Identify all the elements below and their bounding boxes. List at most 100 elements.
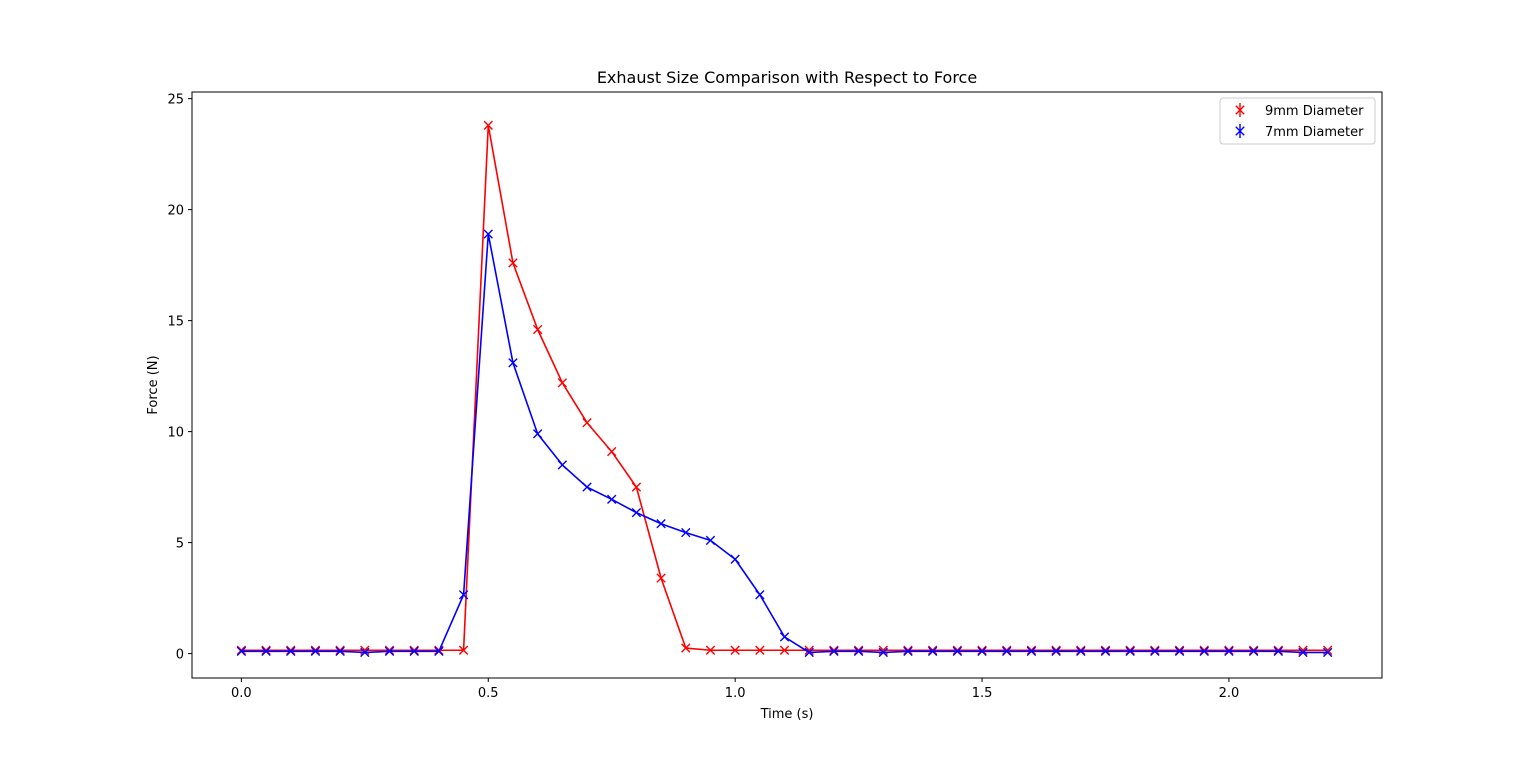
data-point-marker: [607, 494, 617, 505]
data-point-marker: [236, 645, 247, 655]
data-point-marker: [286, 645, 296, 655]
data-point-marker: [335, 646, 345, 657]
data-point-marker: [384, 645, 395, 655]
x-tick-label: 0.5: [478, 686, 499, 701]
y-axis-ticks: 0 5 10 15 20 25: [167, 93, 192, 663]
data-point-marker: [853, 645, 864, 655]
data-point-marker: [878, 647, 888, 658]
legend-x-mark: [1235, 126, 1245, 136]
data-point-marker: [508, 258, 518, 268]
axes-frame: [191, 91, 1383, 679]
data-point-marker: [1125, 645, 1135, 655]
data-point-marker: [483, 229, 493, 239]
legend-item-9mm: 9mm Diameter: [1235, 103, 1364, 119]
data-point-marker: [286, 646, 296, 657]
data-point-marker: [310, 645, 321, 655]
data-point-marker: [1273, 645, 1284, 655]
legend-label: 9mm Diameter: [1265, 104, 1364, 119]
data-point-marker: [705, 645, 716, 655]
legend-item-7mm: 7mm Diameter: [1235, 124, 1364, 140]
data-point-marker: [656, 519, 666, 529]
data-point-marker: [952, 646, 963, 657]
x-axis-label: Time (s): [760, 707, 814, 722]
x-axis-ticks: 0.0 0.5 1.0 1.5 2.0: [231, 678, 1239, 701]
data-point-marker: [409, 646, 419, 657]
data-point-marker: [557, 460, 568, 470]
data-point-marker: [1125, 646, 1135, 657]
x-tick-label: 1.0: [725, 686, 746, 701]
data-point-marker: [384, 646, 395, 657]
data-point-marker: [409, 645, 419, 655]
data-point-marker: [1026, 645, 1037, 655]
data-point-marker: [532, 429, 543, 439]
series-0: [236, 120, 1333, 655]
y-tick-label: 0: [176, 648, 184, 663]
data-point-marker: [1002, 646, 1012, 657]
legend-x-mark: [1235, 105, 1245, 115]
y-tick-label: 15: [167, 315, 184, 330]
legend-box: [1219, 97, 1376, 145]
data-point-marker: [903, 645, 913, 655]
y-tick-label: 10: [167, 426, 184, 441]
data-point-marker: [829, 646, 839, 657]
data-point-marker: [607, 446, 617, 457]
data-point-marker: [1224, 645, 1234, 655]
legend: 9mm Diameter 7mm Diameter: [1219, 97, 1376, 145]
data-point-marker: [1322, 647, 1333, 658]
data-point-marker: [557, 378, 568, 388]
data-point-marker: [582, 482, 592, 492]
data-point-marker: [730, 645, 740, 655]
plot-area-group: [236, 120, 1333, 658]
y-axis-label: Force (N): [146, 355, 161, 414]
data-point-marker: [631, 482, 642, 492]
data-point-marker: [310, 646, 321, 657]
data-point-marker: [1076, 645, 1086, 655]
data-point-marker: [508, 358, 518, 368]
data-point-marker: [360, 647, 370, 658]
series-1: [236, 229, 1333, 658]
data-point-marker: [804, 647, 814, 658]
legend-label: 7mm Diameter: [1265, 125, 1364, 140]
data-point-marker: [1174, 646, 1185, 657]
data-point-marker: [952, 645, 963, 655]
data-point-marker: [1100, 645, 1111, 655]
data-point-marker: [1273, 646, 1284, 657]
data-point-marker: [458, 645, 469, 655]
data-point-marker: [977, 646, 987, 657]
data-point-marker: [730, 554, 740, 564]
data-point-marker: [1248, 646, 1259, 657]
data-point-marker: [483, 120, 493, 130]
data-point-marker: [755, 590, 765, 600]
x-tick-label: 1.5: [972, 686, 993, 701]
data-point-marker: [779, 645, 790, 655]
data-point-marker: [927, 645, 938, 655]
data-point-marker: [1002, 645, 1012, 655]
data-point-marker: [903, 646, 913, 657]
data-point-marker: [1100, 646, 1111, 657]
data-point-marker: [458, 590, 469, 600]
data-point-marker: [705, 535, 716, 546]
data-point-marker: [631, 507, 642, 518]
data-point-marker: [582, 418, 592, 428]
chart-title: Exhaust Size Comparison with Respect to …: [597, 68, 977, 87]
data-point-marker: [927, 646, 938, 657]
data-point-marker: [829, 645, 839, 655]
legend-marker-x-icon: [1235, 103, 1245, 117]
x-tick-label: 2.0: [1219, 686, 1240, 701]
data-point-marker: [977, 645, 987, 655]
series-line: [241, 233, 1328, 654]
data-point-marker: [1224, 646, 1234, 657]
data-point-marker: [1051, 645, 1061, 655]
x-tick-label: 0.0: [231, 686, 252, 701]
data-point-marker: [1076, 646, 1086, 657]
y-tick-label: 5: [176, 537, 184, 552]
data-point-marker: [1051, 646, 1061, 657]
data-point-marker: [261, 645, 271, 655]
data-point-marker: [1174, 645, 1185, 655]
data-point-marker: [656, 573, 666, 583]
data-point-marker: [1248, 645, 1259, 655]
data-point-marker: [853, 646, 864, 657]
data-point-marker: [434, 646, 444, 657]
data-point-marker: [779, 632, 790, 642]
